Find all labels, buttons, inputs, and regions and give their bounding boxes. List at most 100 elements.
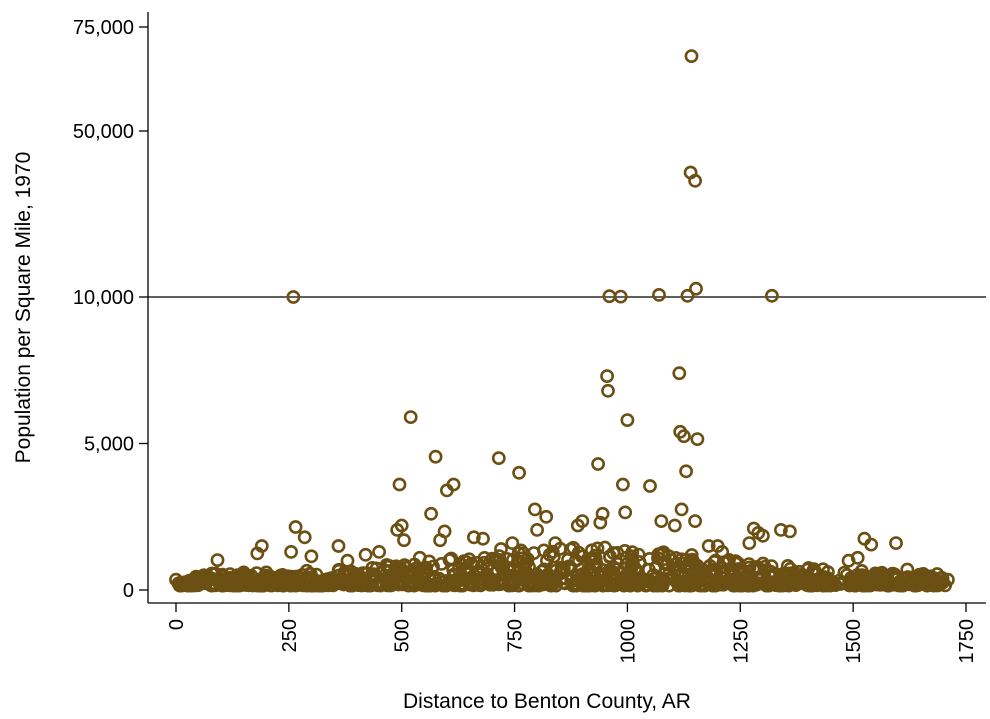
y-tick-label: 10,000 (73, 287, 134, 309)
data-point (701, 539, 716, 553)
data-point (258, 572, 272, 587)
data-point (254, 539, 269, 553)
data-point (674, 502, 689, 517)
data-point (684, 49, 699, 63)
data-point (507, 568, 522, 583)
data-point (672, 366, 687, 381)
y-tick-label: 0 (123, 580, 134, 602)
data-point (613, 289, 628, 304)
data-point (476, 531, 490, 546)
data-point (428, 449, 443, 464)
y-tick-label: 50,000 (73, 121, 134, 143)
x-tick-label: 1750 (956, 619, 978, 664)
data-point (236, 565, 251, 580)
data-point (622, 577, 636, 592)
data-point (774, 523, 788, 537)
data-point (182, 573, 197, 588)
data-point (734, 578, 749, 593)
data-point (900, 570, 915, 584)
x-tick-label: 0 (166, 619, 188, 630)
x-axis-title: Distance to Benton County, AR (403, 690, 691, 713)
data-point (477, 555, 492, 570)
data-point (575, 514, 590, 528)
data-point (512, 465, 526, 480)
data-point (930, 578, 945, 593)
data-point (288, 520, 303, 534)
data-point (563, 542, 578, 557)
data-point (620, 413, 635, 427)
data-point (765, 288, 779, 303)
data-point (389, 559, 404, 574)
data-point (690, 432, 705, 446)
data-point (539, 509, 554, 524)
data-point (783, 561, 798, 576)
x-tick-label: 500 (392, 619, 414, 652)
data-point (397, 533, 411, 548)
data-point (553, 565, 568, 580)
data-point (806, 578, 821, 593)
data-point (336, 577, 351, 592)
x-tick-label: 1000 (617, 619, 639, 664)
data-point (491, 451, 506, 465)
data-point (863, 578, 878, 593)
data-point (446, 477, 461, 492)
data-point (618, 505, 633, 520)
data-point (591, 457, 605, 471)
data-point (821, 565, 835, 579)
data-point (941, 572, 955, 587)
data-point (927, 571, 942, 586)
data-point (684, 548, 699, 562)
data-point (412, 550, 427, 565)
x-axis-ticks: 0 250 500 750 1000 1250 1500 1750 (166, 603, 978, 664)
data-point (282, 578, 297, 592)
data-point (304, 549, 319, 564)
data-point (487, 566, 502, 581)
data-point (864, 537, 879, 552)
x-tick-label: 1250 (730, 619, 752, 664)
plot-frame (147, 12, 986, 604)
data-point (297, 530, 312, 545)
data-point (403, 410, 418, 424)
data-point (505, 536, 520, 550)
data-point (610, 546, 625, 560)
data-point (880, 570, 894, 584)
data-point (900, 562, 915, 577)
data-point (395, 577, 410, 592)
data-point (405, 570, 419, 585)
data-point (451, 562, 466, 577)
data-point (372, 545, 386, 559)
data-point (537, 543, 551, 558)
data-point (853, 572, 868, 587)
data-point (437, 524, 452, 539)
data-point (494, 542, 508, 556)
x-tick-label: 750 (505, 619, 527, 652)
data-point (469, 565, 484, 580)
data-point (434, 557, 449, 571)
data-point (340, 553, 355, 568)
data-point (593, 515, 608, 530)
data-point (600, 369, 614, 383)
data-point (680, 288, 695, 303)
y-axis-title: Population per Square Mile, 1970 (12, 152, 35, 464)
data-point (688, 173, 702, 188)
data-point (652, 287, 666, 302)
data-points (169, 49, 955, 593)
data-point (783, 524, 797, 539)
data-point (377, 563, 392, 577)
data-point (655, 577, 670, 591)
y-tick-label: 75,000 (73, 17, 134, 39)
x-tick-label: 250 (279, 619, 301, 652)
data-point (614, 565, 628, 580)
data-point (919, 571, 934, 586)
data-point (688, 514, 702, 528)
data-point (578, 578, 593, 593)
data-point (646, 578, 661, 593)
data-point (604, 577, 618, 592)
data-point (679, 464, 693, 479)
data-point (742, 536, 757, 550)
data-point (284, 545, 298, 559)
data-point (228, 578, 243, 593)
data-point (715, 545, 730, 559)
data-point (728, 575, 742, 590)
data-point (690, 560, 704, 575)
